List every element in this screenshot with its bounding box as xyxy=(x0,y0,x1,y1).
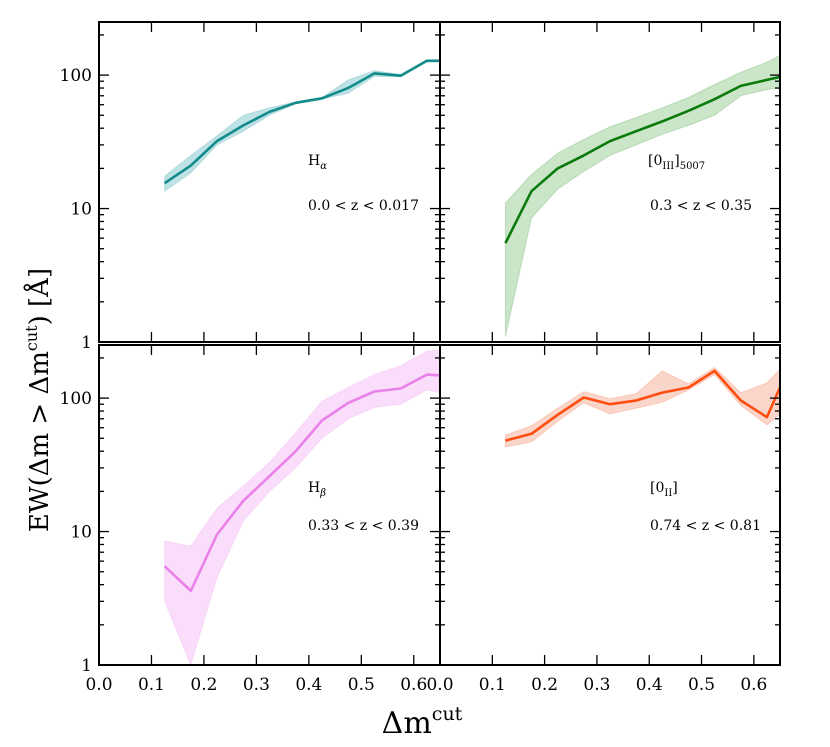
frame-halpha xyxy=(98,21,441,343)
x-tick-label: 0.0 xyxy=(426,675,453,695)
plot-area-halpha xyxy=(163,59,440,193)
line-label-halpha: Hα xyxy=(308,153,327,172)
band-oiii xyxy=(504,55,780,337)
panel-hbeta: 1 10 100 0.0 0.1 0.2 0.3 0.4 0.5 0.6 Hβ 0.33 < z < … xyxy=(60,344,441,695)
plot-area-oiii xyxy=(504,55,780,337)
x-axis-title-sup: cut xyxy=(432,703,463,725)
x-tick-label: 0.2 xyxy=(531,675,558,695)
z-range-label-hbeta: 0.33 < z < 0.39 xyxy=(308,518,419,534)
panel-oiii: [0III]5007 0.3 < z < 0.35 xyxy=(439,21,781,343)
band-oii xyxy=(504,366,780,448)
y-tick-label: 100 xyxy=(60,389,92,409)
band-hbeta xyxy=(164,349,440,665)
x-tick-label: 0.4 xyxy=(636,675,663,695)
y-tick-label: 10 xyxy=(70,200,92,220)
frame-oiii xyxy=(439,21,781,343)
y-tick-label: 100 xyxy=(60,66,92,86)
y-axis-title-sup: cut xyxy=(22,325,41,351)
y-axis-title-main: EW(Δm > Δm xyxy=(25,351,55,532)
x-axis-title-main: Δm xyxy=(382,706,432,741)
x-tick-label: 0.6 xyxy=(740,675,767,695)
x-tick-label: 0.2 xyxy=(190,675,217,695)
y-axis-title: EW(Δm > Δmcut) [Å] xyxy=(22,268,55,532)
panel-halpha: 1 10 100 Hα 0.0 < z < 0.017 xyxy=(60,21,441,353)
y-axis-title-end: ) [Å] xyxy=(23,268,55,325)
plot-area-oii xyxy=(504,366,780,448)
series-line-halpha xyxy=(163,59,440,185)
panels-group: 1 10 100 Hα 0.0 < z < 0.017 [0III]5007 0.3 < z… xyxy=(60,21,781,695)
x-axis-title: Δmcut xyxy=(382,703,463,741)
x-tick-label: 0.1 xyxy=(138,675,165,695)
y-tick-label: 1 xyxy=(81,656,92,676)
plot-area-hbeta xyxy=(163,349,440,665)
z-range-label-halpha: 0.0 < z < 0.017 xyxy=(308,198,419,214)
panel-oii: 0.0 0.1 0.2 0.3 0.4 0.5 0.6 [0II] 0.74 < z < 0.8… xyxy=(426,344,781,695)
line-label-oiii: [0III]5007 xyxy=(648,153,705,172)
y-tick-label: 10 xyxy=(70,523,92,543)
z-range-label-oii: 0.74 < z < 0.81 xyxy=(650,518,761,534)
line-label-hbeta: Hβ xyxy=(308,480,326,499)
x-tick-label: 0.4 xyxy=(295,675,322,695)
x-tick-label: 0.3 xyxy=(583,675,610,695)
x-tick-label: 0.5 xyxy=(688,675,715,695)
y-tick-label: 1 xyxy=(81,333,92,353)
x-tick-label: 0.1 xyxy=(479,675,506,695)
x-tick-label: 0.0 xyxy=(85,675,112,695)
z-range-label-oiii: 0.3 < z < 0.35 xyxy=(650,198,752,214)
x-tick-label: 0.6 xyxy=(400,675,427,695)
x-tick-label: 0.5 xyxy=(348,675,375,695)
series-line-oiii xyxy=(504,75,780,244)
line-label-oii: [0II] xyxy=(650,480,678,499)
series-line-hbeta xyxy=(163,373,440,593)
series-line-oii xyxy=(505,369,780,442)
frame-oii xyxy=(439,344,781,666)
band-halpha xyxy=(164,59,440,193)
x-tick-label: 0.3 xyxy=(243,675,270,695)
